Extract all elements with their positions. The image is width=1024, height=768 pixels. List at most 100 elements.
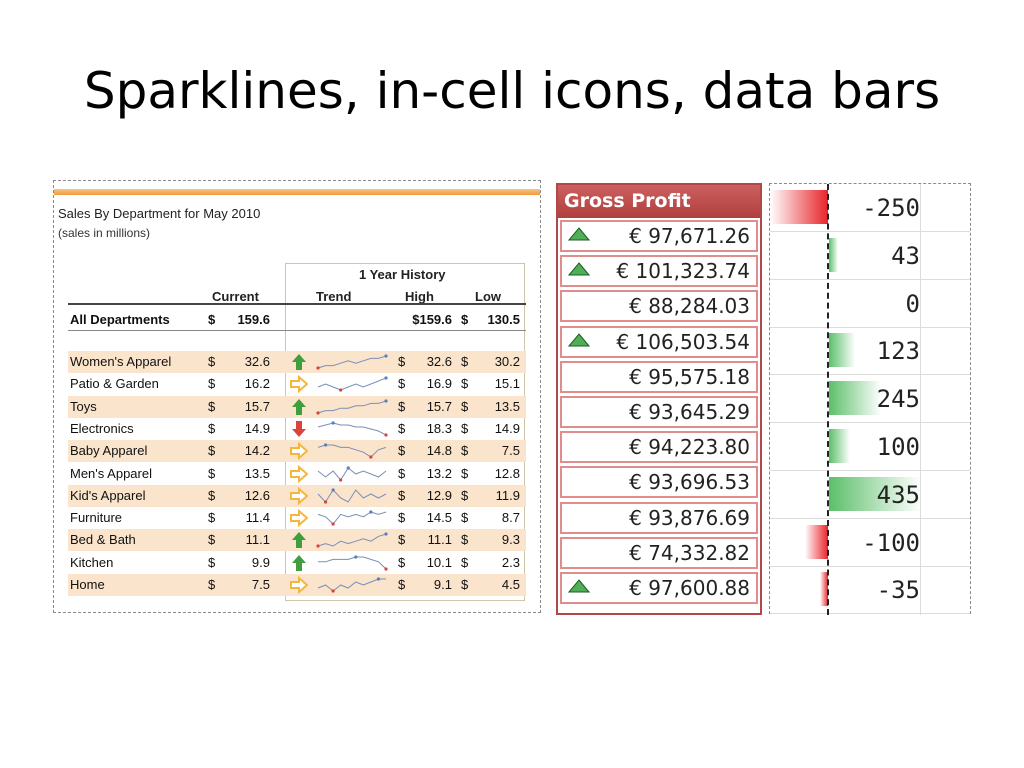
triangle-up-icon (568, 227, 590, 241)
dept-name: Bed & Bath (70, 532, 136, 548)
current-symbol: $ (208, 577, 216, 592)
arrow-right-icon (290, 375, 308, 394)
gross-profit-row: € 93,645.29 (560, 396, 758, 428)
sparkline (316, 532, 388, 548)
dept-name: Women's Apparel (70, 354, 172, 369)
low-value: 15.1 (494, 376, 520, 392)
high-value: 18.3 (426, 420, 452, 436)
arrow-up-icon (292, 354, 306, 370)
gross-profit-row: € 93,696.53 (560, 466, 758, 499)
low-value: 12.8 (494, 465, 520, 481)
gross-profit-value: € 88,284.03 (629, 294, 750, 319)
data-bar-value: 245 (876, 385, 920, 414)
dept-name: Patio & Garden (70, 376, 159, 392)
sales-subtitle: (sales in millions) (58, 226, 151, 240)
dept-name: Home (70, 577, 105, 592)
table-row: Home $7.5 $9.1 $4.5 (68, 574, 526, 596)
data-bars-panel: -250 43 0 123 245 100 435 -100 -35 (769, 183, 971, 615)
current-symbol: $ (208, 354, 216, 369)
sparkline (317, 465, 387, 482)
triangle-up-icon (568, 579, 590, 593)
gross-profit-row: € 93,876.69 (560, 501, 758, 534)
current-symbol: $ (208, 510, 216, 526)
sparkline (317, 421, 388, 437)
table-row: Kid's Apparel $12.6 $12.9 $11.9 (68, 484, 526, 507)
gross-profit-row: € 88,284.03 (560, 290, 758, 323)
gross-profit-value: € 101,323.74 (616, 259, 750, 284)
positive-data-bar (829, 476, 921, 511)
low-value: 30.2 (494, 354, 520, 369)
low-symbol: $ (461, 376, 469, 392)
data-bar-row: 43 (770, 232, 970, 280)
header-trend: Trend (316, 289, 352, 304)
high-value: 14.8 (426, 443, 452, 459)
data-bar-value: -250 (862, 194, 920, 222)
data-bar-row: 100 (770, 423, 970, 471)
high-value: 9.1 (433, 577, 452, 592)
current-value: 32.6 (244, 354, 270, 369)
gross-profit-panel: Gross Profit € 97,671.26 € 101,323.74 € 88… (556, 183, 762, 615)
gross-profit-value: € 93,696.53 (629, 470, 750, 495)
high-symbol: $ (398, 465, 406, 481)
group-header: 1 Year History (359, 267, 446, 282)
current-symbol: $ (208, 443, 216, 459)
total-high: $159.6 (412, 312, 452, 327)
data-bar-row: 123 (770, 327, 970, 376)
positive-data-bar (829, 333, 855, 368)
data-bar-row: 245 (770, 375, 970, 424)
high-symbol: $ (398, 398, 406, 414)
low-symbol: $ (461, 487, 469, 503)
triangle-up-icon (568, 332, 590, 347)
dept-name: Men's Apparel (70, 465, 152, 481)
sparkline (318, 555, 388, 571)
data-bar-row: -35 (770, 566, 970, 615)
positive-data-bar (829, 429, 851, 463)
data-bar-value: -35 (876, 576, 920, 605)
triangle-up-icon (568, 262, 590, 276)
history-group-box (285, 263, 525, 601)
current-symbol: $ (208, 465, 216, 481)
arrow-right-icon (290, 576, 308, 594)
low-symbol: $ (461, 465, 469, 481)
sparkline (317, 577, 386, 593)
sparkline (317, 376, 388, 392)
gross-profit-value: € 97,671.26 (629, 224, 750, 248)
negative-data-bar (770, 190, 828, 224)
table-row: Kitchen $9.9 $10.1 $2.3 (68, 552, 526, 574)
data-bar-row: 0 (770, 280, 970, 328)
current-symbol: $ (208, 398, 216, 414)
dept-name: Kid's Apparel (70, 487, 146, 503)
table-row: Electronics $14.9 $18.3 $14.9 (68, 418, 526, 440)
total-name: All Departments (70, 312, 170, 327)
low-value: 13.5 (494, 398, 520, 414)
low-value: 8.7 (501, 510, 520, 526)
total-row: All Departments $ 159.6 $159.6 $ 130.5 (68, 309, 526, 331)
negative-data-bar (819, 572, 828, 607)
high-value: 11.1 (427, 532, 452, 548)
gross-profit-value: € 106,503.54 (616, 329, 750, 354)
high-value: 15.7 (426, 398, 452, 414)
current-value: 9.9 (251, 554, 270, 570)
current-value: 15.7 (244, 398, 270, 414)
arrow-up-icon (292, 532, 306, 549)
data-bar-value: 100 (876, 433, 920, 461)
header-high: High (405, 289, 434, 304)
positive-data-bar (829, 381, 881, 416)
negative-data-bar (804, 524, 828, 559)
high-symbol: $ (398, 376, 406, 392)
current-symbol: $ (208, 554, 216, 570)
high-symbol: $ (398, 443, 406, 459)
gross-profit-value: € 97,600.88 (629, 576, 750, 600)
table-row: Women's Apparel $32.6 $32.6 $30.2 (68, 351, 526, 373)
gross-profit-value: € 95,575.18 (629, 364, 750, 389)
gross-profit-value: € 93,645.29 (629, 400, 750, 424)
sparkline (316, 398, 388, 415)
dept-name: Toys (70, 398, 97, 414)
low-symbol: $ (461, 398, 469, 414)
arrow-right-icon (290, 509, 308, 528)
current-value: 14.9 (244, 420, 270, 436)
gross-profit-row: € 106,503.54 (560, 325, 758, 358)
header-current: Current (212, 289, 259, 304)
current-value: 12.6 (244, 487, 270, 503)
dept-name: Electronics (70, 420, 134, 436)
